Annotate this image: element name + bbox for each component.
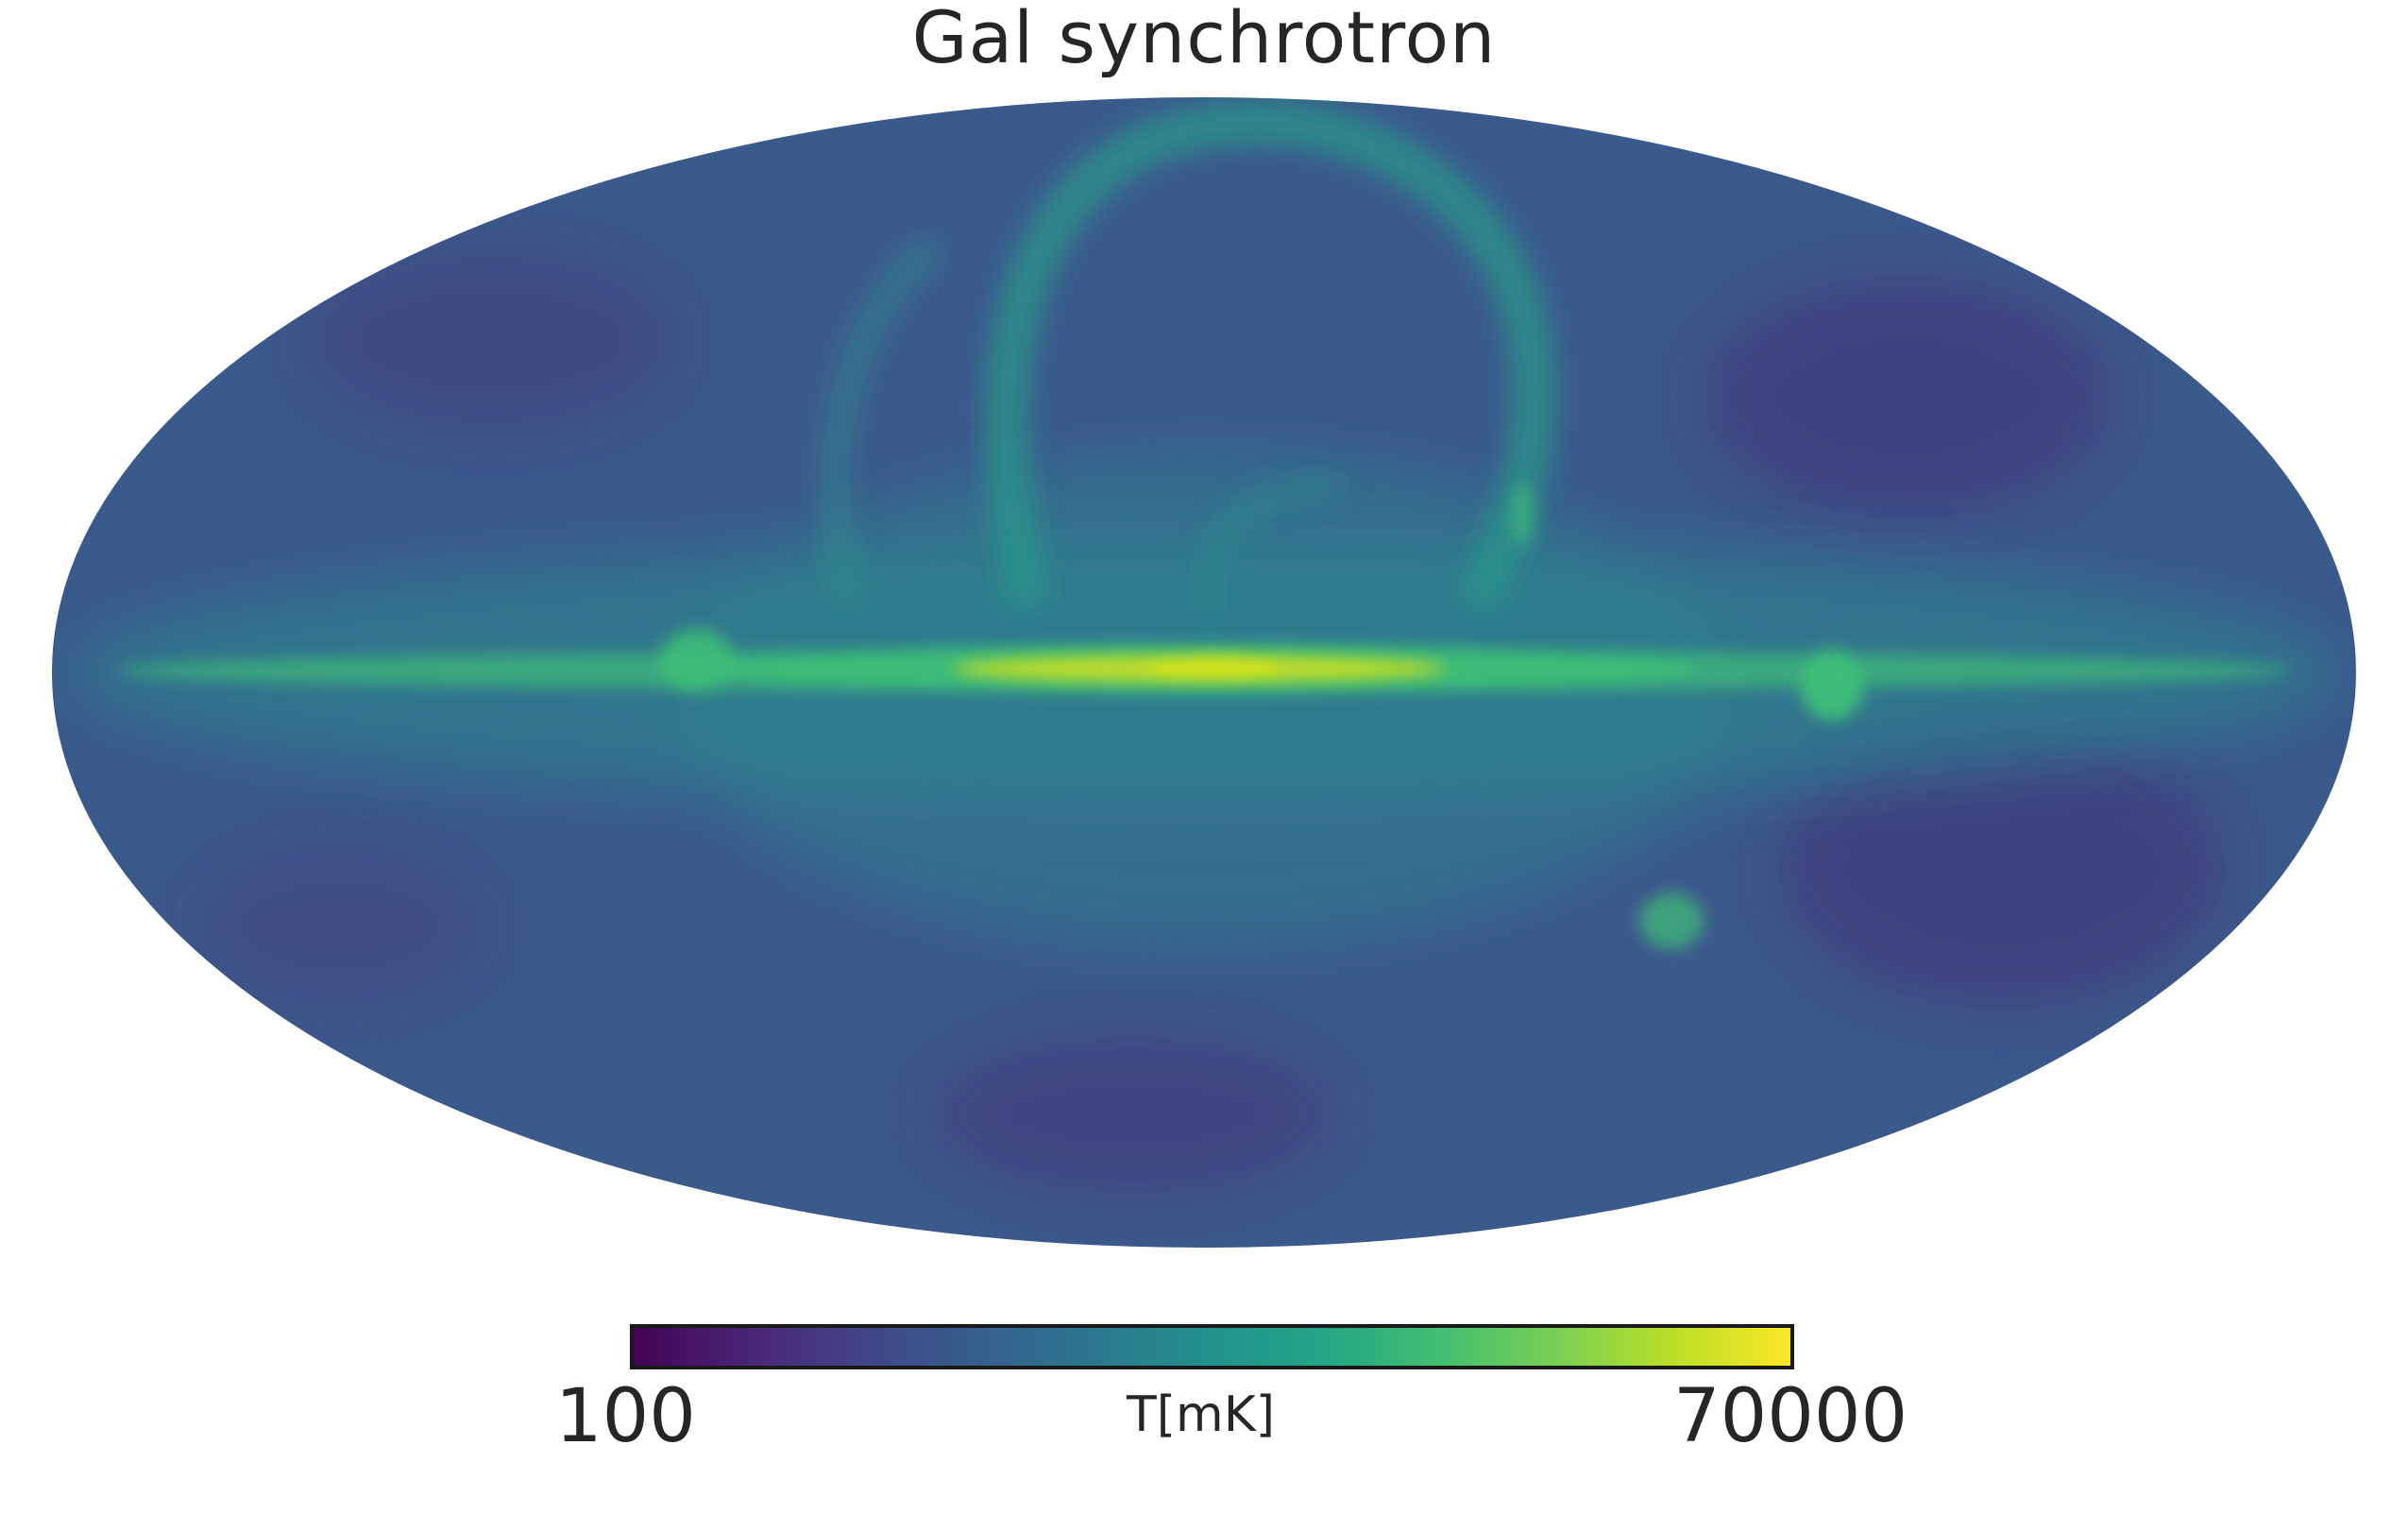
north-polar-spur	[821, 101, 1555, 616]
map-outline	[50, 95, 2358, 1250]
galactic-center	[954, 654, 1445, 682]
colorbar-unit-label: T[mK]	[1127, 1386, 1276, 1443]
colorbar	[630, 1324, 1794, 1369]
colorbar-max-label: 70000	[1673, 1374, 1908, 1459]
map-title: Gal synchrotron	[911, 0, 1497, 79]
galactic-plane	[118, 483, 2290, 949]
colorbar-gradient	[630, 1324, 1794, 1369]
colorbar-min-label: 100	[555, 1374, 696, 1459]
cold-regions	[189, 246, 2229, 1199]
